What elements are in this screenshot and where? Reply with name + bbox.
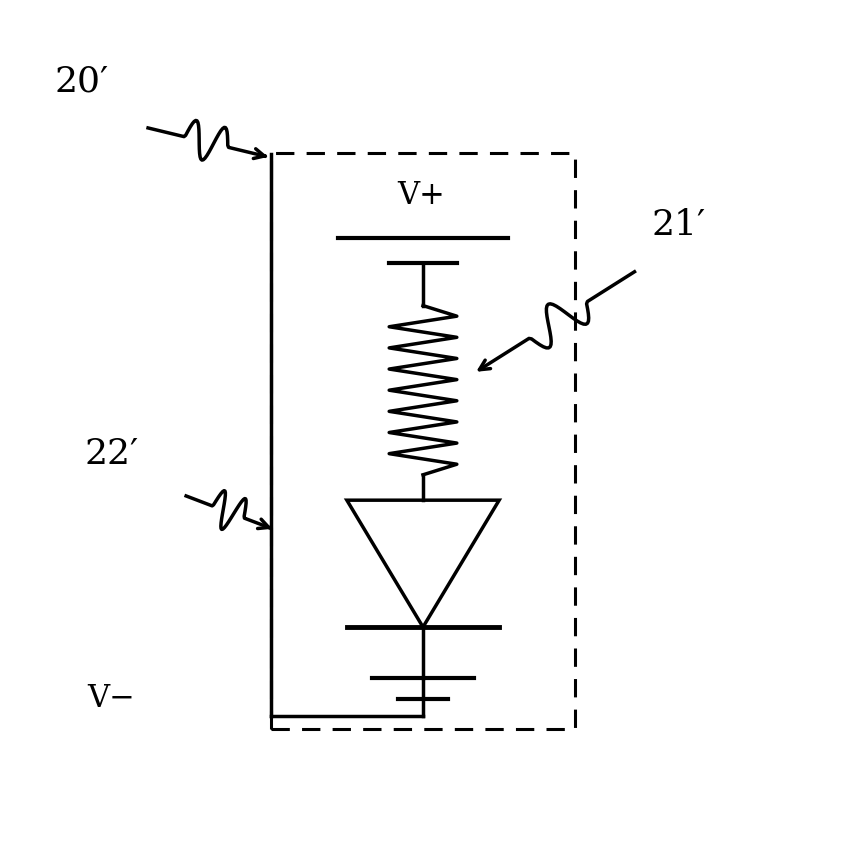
Text: V+: V+: [398, 180, 445, 211]
Text: 20′: 20′: [55, 65, 109, 99]
Text: V−: V−: [88, 683, 135, 714]
Text: 22′: 22′: [85, 437, 139, 471]
Text: 21′: 21′: [651, 208, 706, 242]
